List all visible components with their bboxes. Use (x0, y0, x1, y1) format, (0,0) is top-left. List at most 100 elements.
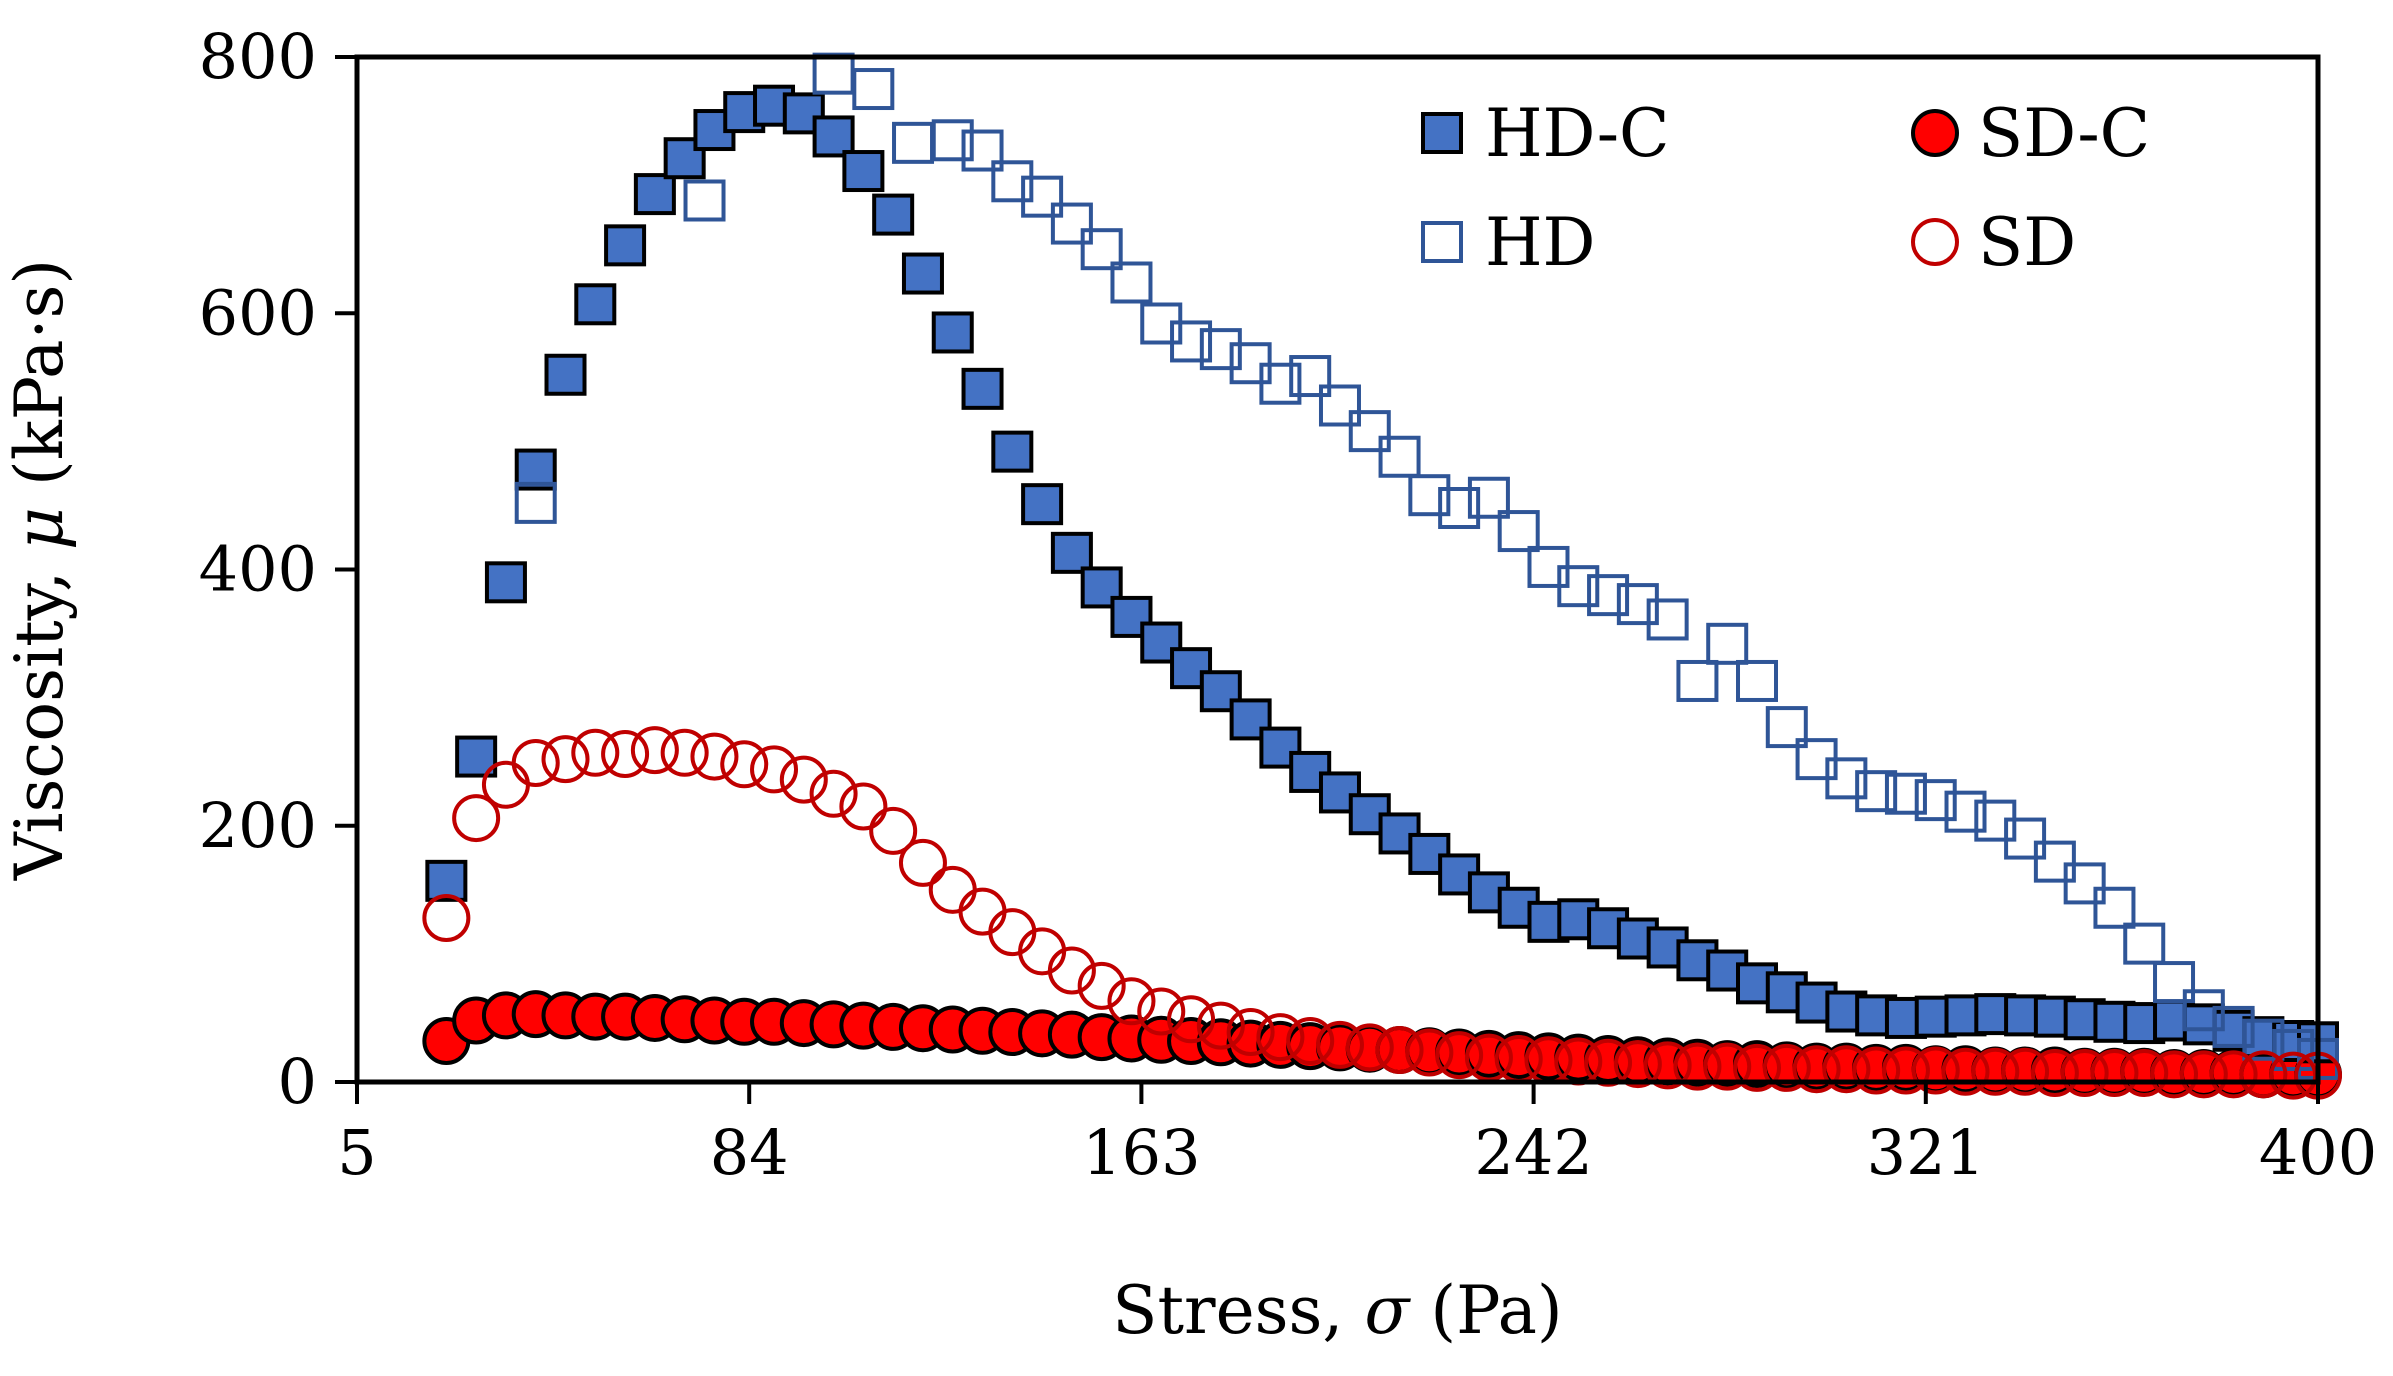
data-point-sd (2120, 1049, 2169, 1098)
x-tick-label: 163 (1082, 1116, 1200, 1189)
data-point-sd (2269, 1051, 2318, 1100)
data-point-hd (1706, 622, 1749, 665)
data-point-hd (2153, 961, 2196, 1004)
data-point-hd (1467, 476, 1510, 519)
data-point-hd (1110, 261, 1153, 304)
data-point-hd (1050, 202, 1093, 245)
data-point-sd (1196, 1001, 1245, 1050)
y-tick-label: 0 (278, 1045, 317, 1118)
data-point-sd (630, 726, 679, 775)
data-point-hd (852, 68, 895, 111)
y-axis-title: Viscosity, μ (kPa·s) (1, 259, 78, 881)
x-tick-label: 321 (1867, 1116, 1985, 1189)
data-point-hd-c (1021, 483, 1064, 526)
data-point-hd (2063, 862, 2106, 905)
data-point-hd-c (484, 561, 527, 604)
data-point-hd (1736, 659, 1779, 702)
data-point-sd (958, 887, 1007, 936)
data-point-hd (931, 119, 974, 162)
data-point-sd (1911, 1046, 1960, 1095)
data-point-sd (988, 908, 1037, 957)
data-point-hd (1318, 384, 1361, 427)
data-point-sd (779, 755, 828, 804)
legend-marker-hd (1421, 221, 1463, 263)
x-tick-label: 84 (710, 1116, 789, 1189)
data-point-sd (481, 760, 530, 809)
data-point-sd (1941, 1047, 1990, 1096)
x-tick-label: 400 (2259, 1116, 2377, 1189)
data-point-sd (1435, 1031, 1484, 1080)
data-point-sd (1613, 1040, 1662, 1089)
data-point-hd (2182, 989, 2225, 1032)
data-point-sd (511, 738, 560, 787)
data-point-sd (839, 782, 888, 831)
data-point-sd (2001, 1047, 2050, 1096)
data-point-sd (1315, 1020, 1364, 1069)
data-point-hd (1646, 598, 1689, 641)
data-point-sd (1286, 1017, 1335, 1065)
data-point-sd (1167, 995, 1216, 1044)
data-point-sd (720, 740, 769, 789)
data-point-sd (1256, 1013, 1305, 1062)
data-point-hd (2212, 1005, 2255, 1048)
data-point-hd-c (1229, 698, 1272, 741)
data-point-hd-c (991, 430, 1034, 473)
data-point-sd (1405, 1028, 1454, 1077)
data-point-hd (892, 121, 935, 164)
data-point-hd (1497, 510, 1540, 553)
data-point-sd (690, 732, 739, 781)
data-point-hd (1378, 435, 1421, 478)
data-point-sd (1673, 1042, 1722, 1091)
data-point-hd-c (842, 150, 885, 193)
x-tick-label: 5 (337, 1116, 376, 1189)
data-point-hd-c (1110, 595, 1153, 638)
data-point-hd (2242, 1018, 2285, 1061)
data-point-sd (869, 806, 918, 855)
data-point-sd (1584, 1038, 1633, 1087)
legend-entry-sd-c: SD-C (1911, 95, 2150, 172)
data-point-sd (1018, 927, 1067, 976)
data-point-sd (601, 730, 650, 778)
data-point-sd (2239, 1050, 2288, 1099)
data-point-hd (812, 52, 855, 95)
data-point-sd (928, 865, 977, 914)
legend-label-hd-c: HD-C (1485, 95, 1670, 172)
legend-marker-sd-c (1911, 109, 1959, 157)
data-point-hd-c (604, 224, 647, 267)
data-point-hd (1259, 362, 1302, 405)
legend-marker-sd (1911, 218, 1959, 266)
data-point-sd (2150, 1050, 2199, 1099)
data-point-hd (1855, 770, 1898, 813)
legend-label-sd: SD (1978, 204, 2076, 281)
data-point-hd (1587, 574, 1630, 617)
data-point-hd (1616, 583, 1659, 626)
data-point-sd (1107, 977, 1156, 1026)
data-point-hd (514, 481, 557, 524)
data-point-hd (1884, 772, 1927, 815)
data-point-hd (2004, 817, 2047, 860)
data-point-hd (1170, 320, 1213, 363)
data-point-sd (541, 735, 590, 784)
series-layer (422, 52, 2342, 1100)
data-point-sd (1792, 1045, 1841, 1094)
legend-label-sd-c: SD-C (1978, 95, 2150, 172)
data-point-hd (1765, 706, 1808, 749)
series-hd-c (425, 84, 2339, 1064)
legend-marker-hd-c (1421, 112, 1463, 154)
axis-ticks-layer: 5 84 163 242 321 400 0 200 400 600 800 (199, 20, 2378, 1189)
data-point-hd (1944, 790, 1987, 833)
data-point-hd (1914, 779, 1957, 822)
legend-entry-hd: HD (1421, 204, 1595, 281)
data-point-sd (422, 894, 471, 942)
data-point-sd (2030, 1049, 2079, 1098)
data-point-hd-c (931, 311, 974, 354)
y-tick-label: 400 (199, 533, 317, 606)
data-point-sd (1822, 1045, 1871, 1094)
data-point-hd-c (872, 193, 915, 236)
data-point-sd (2179, 1050, 2228, 1099)
x-tick-label: 242 (1474, 1116, 1592, 1189)
data-point-sd (1643, 1041, 1692, 1090)
data-point-hd-c (425, 859, 468, 902)
